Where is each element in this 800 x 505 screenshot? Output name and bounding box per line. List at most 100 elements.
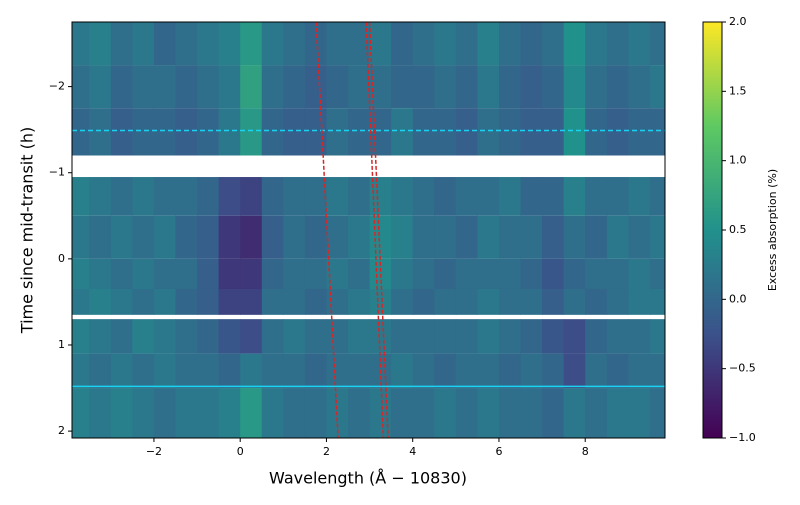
heatmap-cell bbox=[542, 353, 565, 389]
heatmap-cell bbox=[477, 319, 500, 354]
heatmap-cell bbox=[649, 288, 665, 315]
heatmap-cell bbox=[326, 319, 349, 354]
heatmap-cell bbox=[153, 65, 177, 109]
heatmap-cell bbox=[132, 353, 155, 389]
x-tick-label: 8 bbox=[582, 445, 589, 458]
y-tick-label: 0 bbox=[58, 252, 65, 265]
heatmap-cell bbox=[434, 258, 457, 289]
heatmap-cell bbox=[391, 319, 414, 354]
heatmap-cell bbox=[175, 22, 198, 66]
colorbar-tick-label: −1.0 bbox=[729, 431, 756, 444]
heatmap-cell bbox=[606, 353, 629, 389]
x-tick-label: 6 bbox=[495, 445, 502, 458]
heatmap-cell bbox=[89, 319, 112, 354]
heatmap-cell bbox=[391, 65, 414, 109]
heatmap-cell bbox=[369, 177, 392, 216]
heatmap-cell bbox=[72, 288, 90, 315]
heatmap-cell bbox=[628, 258, 651, 289]
heatmap-cell bbox=[520, 177, 543, 216]
heatmap-cell bbox=[261, 177, 284, 216]
heatmap-cell bbox=[606, 108, 629, 156]
heatmap-cell bbox=[412, 388, 435, 438]
heatmap-cell bbox=[110, 108, 133, 156]
heatmap-cell bbox=[498, 353, 522, 389]
heatmap-cell bbox=[628, 288, 651, 315]
heatmap-cell bbox=[240, 215, 263, 259]
heatmap-cell bbox=[542, 258, 565, 289]
heatmap-cell bbox=[283, 65, 306, 109]
heatmap-cell bbox=[72, 353, 90, 389]
heatmap-cell bbox=[477, 215, 500, 259]
heatmap-cell bbox=[585, 215, 608, 259]
track-line bbox=[368, 22, 389, 438]
track-line bbox=[365, 22, 385, 438]
heatmap-cell bbox=[261, 388, 284, 438]
heatmap-cell bbox=[563, 108, 586, 156]
heatmap-cell bbox=[412, 258, 435, 289]
heatmap-cell bbox=[563, 288, 586, 315]
heatmap-cell bbox=[412, 177, 435, 216]
heatmap-cell bbox=[283, 258, 306, 289]
colorbar-tick-label: 0.5 bbox=[729, 223, 747, 236]
heatmap-cell bbox=[197, 215, 220, 259]
heatmap-cell bbox=[412, 215, 435, 259]
heatmap-cell bbox=[175, 319, 198, 354]
heatmap-cell bbox=[261, 22, 284, 66]
heatmap-cell bbox=[391, 353, 414, 389]
heatmap-cell bbox=[326, 353, 349, 389]
heatmap-cell bbox=[175, 177, 198, 216]
heatmap-cell bbox=[520, 215, 543, 259]
heatmap-cell bbox=[455, 388, 478, 438]
heatmap-cell bbox=[89, 108, 112, 156]
heatmap-cell bbox=[132, 108, 155, 156]
heatmap-cell bbox=[606, 319, 629, 354]
heatmap-cell bbox=[218, 288, 241, 315]
heatmap-cell bbox=[110, 319, 133, 354]
heatmap-cell bbox=[391, 177, 414, 216]
heatmap-cell bbox=[585, 65, 608, 109]
heatmap-cell bbox=[585, 108, 608, 156]
heatmap-cell bbox=[369, 108, 392, 156]
heatmap-cell bbox=[477, 388, 500, 438]
heatmap-cell bbox=[89, 258, 112, 289]
heatmap-cell bbox=[110, 22, 133, 66]
heatmap-cell bbox=[89, 353, 112, 389]
heatmap-cell bbox=[89, 65, 112, 109]
heatmap-cell bbox=[110, 288, 133, 315]
heatmap-cell bbox=[585, 258, 608, 289]
heatmap-cell bbox=[520, 288, 543, 315]
heatmap-cell bbox=[649, 258, 665, 289]
heatmap-cell bbox=[89, 288, 112, 315]
heatmap-cell bbox=[477, 288, 500, 315]
heatmap-cell bbox=[304, 288, 327, 315]
heatmap-cell bbox=[283, 215, 306, 259]
heatmap-cell bbox=[563, 319, 586, 354]
heatmap-cell bbox=[542, 22, 565, 66]
heatmap-cell bbox=[369, 22, 392, 66]
heatmap-cell bbox=[348, 353, 371, 389]
heatmap-cell bbox=[477, 108, 500, 156]
heatmap-cell bbox=[434, 319, 457, 354]
heatmap-cell bbox=[412, 65, 435, 109]
heatmap-cell bbox=[218, 22, 241, 66]
heatmap-cell bbox=[563, 258, 586, 289]
heatmap-cell bbox=[153, 177, 177, 216]
x-tick-label: 2 bbox=[323, 445, 330, 458]
colorbar-tick-label: 1.0 bbox=[729, 154, 747, 167]
heatmap-cell bbox=[132, 65, 155, 109]
heatmap-cell bbox=[326, 22, 349, 66]
heatmap-cell bbox=[326, 65, 349, 109]
heatmap-cell bbox=[153, 388, 177, 438]
heatmap-cell bbox=[197, 65, 220, 109]
heatmap-cell bbox=[304, 353, 327, 389]
heatmap-cell bbox=[649, 22, 665, 66]
heatmap-cell bbox=[132, 388, 155, 438]
heatmap-cell bbox=[175, 288, 198, 315]
heatmap-cell bbox=[110, 258, 133, 289]
heatmap-cell bbox=[72, 258, 90, 289]
heatmap-cell bbox=[391, 22, 414, 66]
heatmap-cell bbox=[542, 319, 565, 354]
heatmap-cell bbox=[455, 319, 478, 354]
colorbar-tick-label: −0.5 bbox=[729, 362, 756, 375]
